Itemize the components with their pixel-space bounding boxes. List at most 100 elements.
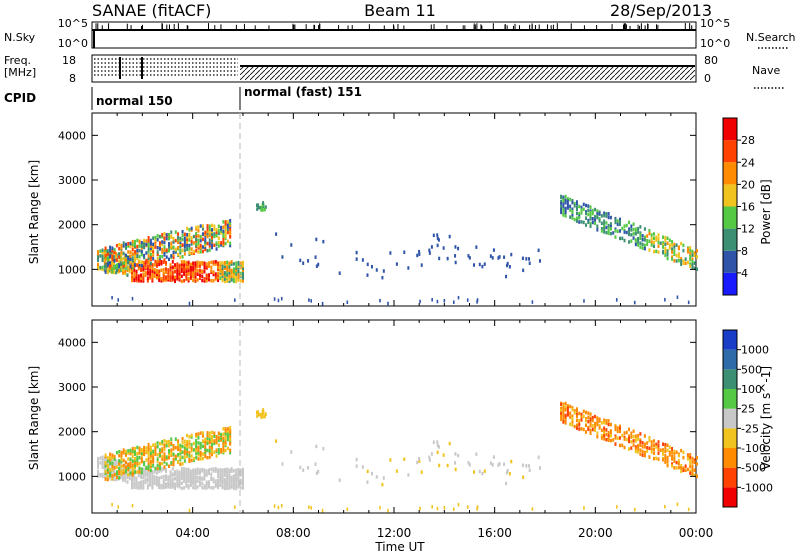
velocity-cell — [226, 432, 229, 436]
velocity-cell — [171, 477, 174, 481]
power-cell — [151, 263, 154, 267]
velocity-cell — [226, 475, 229, 479]
power-cell — [594, 218, 597, 222]
power-cell — [639, 231, 642, 235]
velocity-cell — [187, 471, 190, 476]
power-cell — [603, 230, 606, 234]
power-cell — [118, 255, 121, 259]
power-cell — [187, 260, 190, 265]
power-cell — [115, 270, 118, 275]
power-cell — [192, 271, 195, 275]
velocity-cell — [203, 484, 206, 488]
power-cell — [235, 270, 238, 274]
power-cell — [630, 233, 633, 237]
power-cell — [418, 252, 421, 256]
power-cell — [257, 203, 260, 207]
power-cell — [198, 268, 201, 273]
power-cell — [235, 264, 238, 269]
cpid-label: CPID — [4, 91, 36, 105]
velocity-cell — [281, 462, 284, 466]
power-cell — [241, 279, 244, 283]
velocity-cell — [600, 436, 603, 440]
power-cell — [135, 273, 138, 277]
power-cell — [666, 253, 669, 257]
power-cell — [124, 271, 127, 276]
power-cell — [112, 270, 115, 275]
power-cell — [355, 257, 358, 261]
velocity-cell — [189, 478, 192, 482]
velocity-cell — [172, 452, 175, 456]
power-cell — [131, 259, 134, 263]
power-cell — [177, 252, 180, 257]
power-cell — [221, 271, 224, 275]
velocity-cell — [158, 461, 161, 466]
power-cell — [177, 232, 180, 236]
velocity-cell — [185, 467, 188, 472]
velocity-cell — [682, 455, 685, 460]
power-cell — [235, 272, 238, 276]
velocity-cell — [226, 482, 229, 486]
velocity-cell — [232, 480, 235, 484]
power-cell — [684, 257, 687, 261]
power-cell — [120, 265, 123, 269]
power-cell — [111, 254, 114, 259]
velocity-cell — [257, 413, 260, 417]
power-cell — [689, 254, 692, 259]
power-cell — [167, 271, 170, 275]
velocity-cell — [662, 452, 665, 456]
power-cell — [197, 246, 200, 250]
velocity-cell — [134, 446, 137, 451]
power-cell — [280, 296, 283, 301]
velocity-cell — [194, 475, 197, 479]
power-cell — [454, 245, 457, 249]
power-cell — [616, 219, 619, 223]
power-cell — [473, 263, 476, 267]
velocity-cell — [170, 437, 173, 441]
power-cell — [120, 250, 123, 255]
power-cell — [223, 264, 226, 269]
velocity-cell — [235, 475, 238, 479]
velocity-cell — [506, 468, 509, 473]
power-cell — [206, 226, 209, 231]
velocity-cell — [104, 464, 107, 468]
velocity-cell — [609, 438, 612, 443]
power-cell — [97, 256, 100, 261]
power-cell — [149, 252, 152, 257]
velocity-cell — [149, 481, 152, 486]
power-cell — [134, 242, 137, 247]
power-cell — [232, 269, 235, 274]
velocity-cell — [680, 466, 683, 470]
velocity-cell — [208, 434, 211, 439]
power-cell — [127, 261, 130, 265]
velocity-cell — [420, 470, 423, 474]
velocity-cell — [212, 477, 215, 481]
power-cell — [573, 204, 576, 208]
power-cell — [179, 255, 182, 259]
velocity-cell — [603, 429, 606, 434]
power-cell — [531, 300, 534, 304]
power-cell — [641, 234, 644, 238]
power-cell — [224, 235, 227, 239]
power-cell — [104, 270, 107, 274]
velocity-cell — [188, 435, 191, 439]
velocity-cell — [129, 464, 132, 468]
velocity-cell — [229, 448, 232, 453]
power-cell — [219, 263, 222, 267]
velocity-cell — [571, 414, 574, 419]
power-cell — [562, 205, 565, 210]
power-cell — [321, 301, 324, 306]
velocity-cell — [117, 505, 120, 509]
velocity-cell — [143, 445, 146, 450]
nsky-tick-top: 10^5 — [58, 17, 88, 30]
power-cell — [693, 253, 696, 258]
power-cell — [201, 245, 204, 249]
power-cell — [168, 248, 171, 253]
velocity-cell — [137, 481, 140, 485]
velocity-cell — [160, 484, 163, 488]
power-cell — [194, 275, 197, 279]
velocity-cell — [134, 457, 137, 461]
velocity-cell — [195, 444, 198, 449]
power-cell — [609, 215, 612, 220]
